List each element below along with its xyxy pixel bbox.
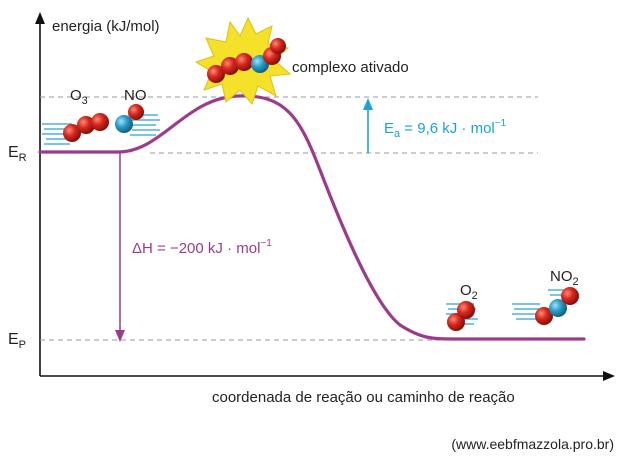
reference-lines — [40, 96, 538, 341]
energy-curve — [38, 94, 586, 341]
x-axis-label: coordenada de reação ou caminho de reaçã… — [212, 389, 515, 406]
y-axis-label: energia (kJ/mol) — [52, 18, 160, 35]
activated-complex-label: complexo ativado — [292, 59, 409, 76]
source-credit: (www.eebfmazzola.pro.br) — [451, 436, 614, 452]
oxygen-atom-icon — [221, 57, 239, 75]
oxygen-atom-icon — [207, 65, 225, 83]
oxygen-atom-icon — [447, 313, 465, 331]
y-axis-arrowhead — [35, 12, 45, 24]
er-label: ER — [8, 144, 27, 164]
activation-energy-label: Ea = 9,6 kJ · mol−1 — [384, 118, 507, 140]
oxygen-atom-icon — [77, 116, 95, 134]
nitrogen-atom-icon — [549, 299, 567, 317]
oxygen-atom-icon — [535, 307, 553, 325]
delta-h-label: ΔH = −200 kJ · mol−1 — [132, 238, 272, 257]
product-molecules — [446, 287, 579, 331]
oxygen-atom-icon — [235, 53, 253, 71]
oxygen-atom-icon — [128, 104, 144, 120]
no-label: NO — [124, 87, 147, 104]
oxygen-atom-icon — [63, 124, 81, 142]
reactant-molecules — [42, 104, 160, 145]
nitrogen-atom-icon — [115, 115, 133, 133]
o3-label: O3 — [70, 87, 88, 107]
x-axis-arrowhead — [603, 371, 615, 381]
delta-h-arrow — [115, 153, 125, 342]
oxygen-atom-icon — [561, 287, 579, 305]
activated-complex-illustration — [194, 16, 292, 105]
activation-energy-arrow — [363, 98, 373, 153]
oxygen-atom-icon — [270, 38, 286, 54]
axes — [35, 12, 615, 381]
oxygen-atom-icon — [91, 113, 109, 131]
o2-label: O2 — [460, 282, 478, 302]
no2-label: NO2 — [550, 268, 579, 288]
ep-label: EP — [8, 331, 26, 351]
oxygen-atom-icon — [457, 301, 475, 319]
